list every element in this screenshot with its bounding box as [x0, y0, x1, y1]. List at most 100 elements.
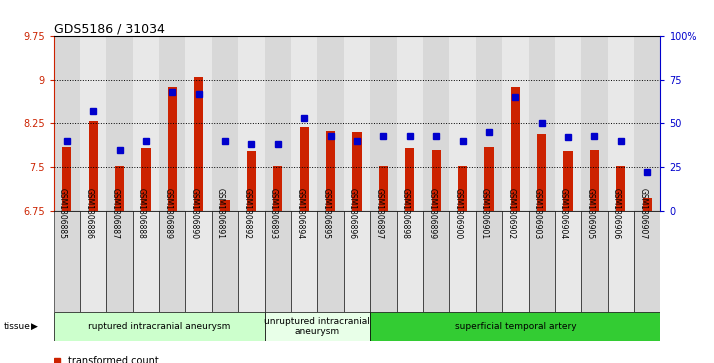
Bar — [273, 166, 283, 211]
Text: GSM1306887: GSM1306887 — [111, 188, 119, 239]
Text: ▶: ▶ — [31, 322, 38, 331]
FancyBboxPatch shape — [54, 312, 265, 341]
Bar — [563, 151, 573, 211]
Bar — [511, 87, 520, 211]
Bar — [247, 151, 256, 211]
Bar — [186, 211, 212, 312]
FancyBboxPatch shape — [265, 312, 370, 341]
Bar — [502, 36, 528, 211]
Bar — [238, 36, 265, 211]
Bar — [212, 211, 238, 312]
Bar — [370, 211, 396, 312]
Bar — [476, 211, 502, 312]
Text: GSM1306885: GSM1306885 — [58, 188, 66, 239]
Text: unruptured intracranial
aneurysm: unruptured intracranial aneurysm — [264, 317, 371, 337]
Bar — [326, 131, 336, 211]
Bar — [537, 134, 546, 211]
Bar — [344, 36, 370, 211]
Bar — [370, 36, 396, 211]
Bar — [318, 36, 344, 211]
Text: GSM1306898: GSM1306898 — [401, 188, 410, 239]
Text: GSM1306888: GSM1306888 — [137, 188, 146, 239]
Bar — [54, 36, 80, 211]
Bar — [449, 211, 476, 312]
Bar — [212, 36, 238, 211]
Bar — [405, 148, 414, 211]
Bar — [528, 36, 555, 211]
Bar — [555, 36, 581, 211]
Bar — [318, 211, 344, 312]
Text: GSM1306892: GSM1306892 — [243, 188, 251, 239]
Bar — [159, 211, 186, 312]
Text: superficial temporal artery: superficial temporal artery — [455, 322, 576, 331]
Bar — [133, 211, 159, 312]
Bar — [115, 166, 124, 211]
Bar — [396, 36, 423, 211]
Text: GSM1306890: GSM1306890 — [190, 188, 198, 239]
Bar — [62, 147, 71, 211]
Bar — [186, 36, 212, 211]
Bar — [616, 166, 625, 211]
Text: GSM1306902: GSM1306902 — [506, 188, 516, 239]
Bar — [194, 77, 203, 211]
Bar — [484, 147, 493, 211]
Bar — [221, 200, 230, 211]
Bar — [608, 211, 634, 312]
Bar — [344, 211, 370, 312]
Text: GSM1306899: GSM1306899 — [427, 188, 436, 239]
Text: GSM1306891: GSM1306891 — [216, 188, 225, 239]
Text: ruptured intracranial aneurysm: ruptured intracranial aneurysm — [88, 322, 231, 331]
Bar — [80, 36, 106, 211]
Bar — [89, 121, 98, 211]
Bar — [300, 127, 309, 211]
Bar — [106, 211, 133, 312]
Text: GDS5186 / 31034: GDS5186 / 31034 — [54, 22, 164, 35]
Bar — [291, 36, 318, 211]
Bar — [54, 211, 80, 312]
Text: GSM1306886: GSM1306886 — [84, 188, 93, 239]
Bar — [396, 211, 423, 312]
Bar — [141, 148, 151, 211]
Text: GSM1306894: GSM1306894 — [295, 188, 304, 239]
Bar — [634, 36, 660, 211]
Text: GSM1306906: GSM1306906 — [612, 188, 621, 239]
Text: GSM1306905: GSM1306905 — [585, 188, 595, 239]
FancyBboxPatch shape — [370, 312, 660, 341]
Bar — [168, 87, 177, 211]
Bar — [449, 36, 476, 211]
Bar — [431, 150, 441, 211]
Bar — [581, 211, 608, 312]
Bar — [423, 211, 449, 312]
Bar — [265, 211, 291, 312]
Text: GSM1306900: GSM1306900 — [453, 188, 463, 239]
Bar — [643, 198, 652, 211]
Text: GSM1306895: GSM1306895 — [321, 188, 331, 239]
Bar — [634, 211, 660, 312]
Text: tissue: tissue — [4, 322, 31, 331]
Bar — [159, 36, 186, 211]
Text: transformed count: transformed count — [68, 356, 159, 363]
Bar — [528, 211, 555, 312]
Bar — [476, 36, 502, 211]
Text: GSM1306907: GSM1306907 — [638, 188, 648, 239]
Bar — [133, 36, 159, 211]
Bar — [502, 211, 528, 312]
Text: GSM1306901: GSM1306901 — [480, 188, 489, 239]
Bar — [581, 36, 608, 211]
Bar — [555, 211, 581, 312]
Bar — [423, 36, 449, 211]
Text: GSM1306903: GSM1306903 — [533, 188, 542, 239]
Bar — [106, 36, 133, 211]
Bar — [458, 166, 467, 211]
Text: GSM1306893: GSM1306893 — [269, 188, 278, 239]
Bar — [238, 211, 265, 312]
Bar — [353, 132, 361, 211]
Bar — [608, 36, 634, 211]
Bar — [378, 166, 388, 211]
Text: GSM1306896: GSM1306896 — [348, 188, 357, 239]
Bar — [291, 211, 318, 312]
Text: GSM1306904: GSM1306904 — [559, 188, 568, 239]
Bar — [590, 150, 599, 211]
Text: GSM1306897: GSM1306897 — [374, 188, 383, 239]
Bar — [80, 211, 106, 312]
